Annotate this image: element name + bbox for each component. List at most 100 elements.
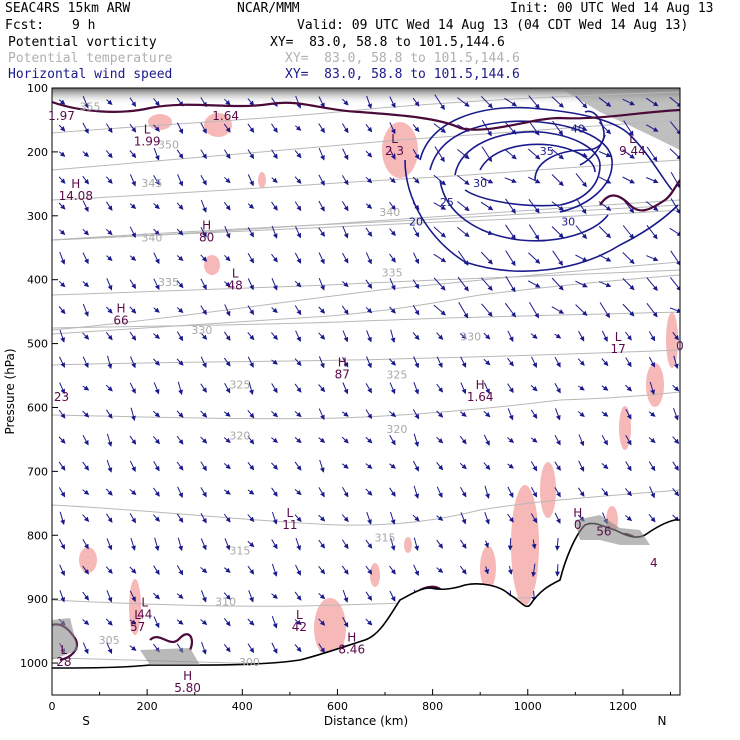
wind-vector [530, 486, 538, 498]
wind-vector [58, 124, 66, 132]
wind-vector [200, 278, 207, 290]
plot-frame [51, 87, 681, 696]
wind-vector [176, 619, 184, 625]
pv-extremum-value: 48 [228, 278, 243, 292]
wind-vector [318, 565, 326, 575]
wind-vector [575, 225, 587, 240]
wind-vector [672, 331, 680, 341]
theta-contour-label: 330 [460, 330, 481, 343]
pv-extremum-value: 17 [611, 342, 626, 356]
wind-vector [318, 306, 326, 314]
wind-vector [645, 97, 659, 107]
wind-vector [130, 407, 136, 422]
wind-vector [483, 358, 491, 366]
wind-vector [153, 461, 160, 472]
wind-vector [200, 226, 207, 238]
wind-vector [646, 302, 658, 318]
wind-vector [669, 121, 680, 136]
wind-vector [458, 301, 469, 319]
wind-vector [200, 305, 207, 316]
wind-vector [433, 123, 447, 133]
wind-vector [271, 593, 278, 599]
wind-vector [551, 96, 564, 108]
wind-vector [295, 564, 301, 576]
wind-vector [646, 146, 658, 162]
wind-vector [342, 252, 349, 264]
wind-contour-label: 30 [561, 215, 575, 228]
wind-vector [623, 120, 634, 137]
wind-vector [551, 306, 565, 314]
wind-vector [390, 329, 396, 344]
wind-vector [412, 124, 420, 133]
wind-vector [622, 149, 635, 159]
wind-vector [153, 565, 160, 575]
wind-vector [200, 512, 207, 524]
wind-vector [129, 226, 136, 239]
wind-vector [554, 537, 560, 551]
wind-vector [223, 357, 231, 367]
wind-vector [648, 356, 656, 368]
wind-vector [649, 381, 656, 395]
pv-extremum-letter: H [183, 669, 192, 683]
wind-vector [460, 512, 467, 525]
wind-vector [459, 411, 467, 417]
wind-vector [129, 460, 136, 472]
wind-vector [413, 356, 419, 369]
wind-vector [105, 488, 113, 496]
wind-vector [153, 203, 160, 210]
wind-vector [105, 176, 113, 184]
wind-vector [551, 277, 564, 291]
theta-contour-label: 335 [158, 276, 179, 289]
wind-vector [59, 251, 66, 265]
wind-vector [507, 513, 514, 523]
pv-extremum-letter: L [144, 123, 151, 137]
wind-vector [673, 355, 679, 370]
wind-vector [318, 514, 326, 522]
wind-vector [669, 96, 680, 108]
wind-vector [436, 356, 443, 369]
wind-vector [341, 565, 349, 575]
wind-vector [82, 514, 90, 523]
wind-vector [341, 123, 349, 134]
wind-vector [342, 382, 349, 395]
wind-vector [481, 146, 493, 163]
wind-vector [670, 250, 680, 266]
wind-vector [459, 539, 467, 549]
theta-contour-label: 300 [239, 656, 260, 669]
wind-vector [294, 411, 302, 418]
pv-extremum-value: 0 [574, 518, 582, 532]
wind-vector [342, 148, 349, 161]
wind-vector [577, 487, 585, 497]
wind-vector [129, 513, 136, 524]
wind-vector [271, 642, 278, 654]
wind-vector [365, 176, 373, 184]
wind-vector [575, 280, 588, 288]
wind-vector [528, 252, 541, 264]
wind-vector [436, 383, 443, 393]
wind-vector [457, 201, 470, 212]
wind-vector [318, 123, 325, 134]
pv-extremum-value: 0 [676, 339, 684, 353]
wind-vector [129, 566, 137, 574]
wind-vector [200, 567, 208, 574]
wind-vector [598, 254, 612, 262]
wind-vector [200, 332, 208, 340]
wind-vector [507, 463, 514, 469]
wind-vector [294, 150, 302, 159]
wind-vector [365, 123, 373, 133]
wind-vector [247, 540, 255, 548]
x-axis-label: Distance (km) [324, 714, 408, 728]
wind-vector [433, 253, 447, 263]
wind-vector [295, 95, 302, 109]
wind-vector [106, 306, 113, 314]
valid-time: Valid: 09 UTC Wed 14 Aug 13 (04 CDT Wed … [297, 18, 689, 33]
wind-vector [480, 95, 493, 109]
field-theta-xy: XY= 83.0, 58.8 to 101.5,144.6 [285, 51, 520, 66]
wind-vector [271, 410, 279, 418]
wind-vector [646, 224, 658, 240]
wind-vector [247, 203, 255, 209]
wind-vector [341, 305, 349, 315]
wind-vector [223, 411, 231, 417]
wind-vector [389, 201, 396, 211]
wind-vector [318, 593, 326, 600]
